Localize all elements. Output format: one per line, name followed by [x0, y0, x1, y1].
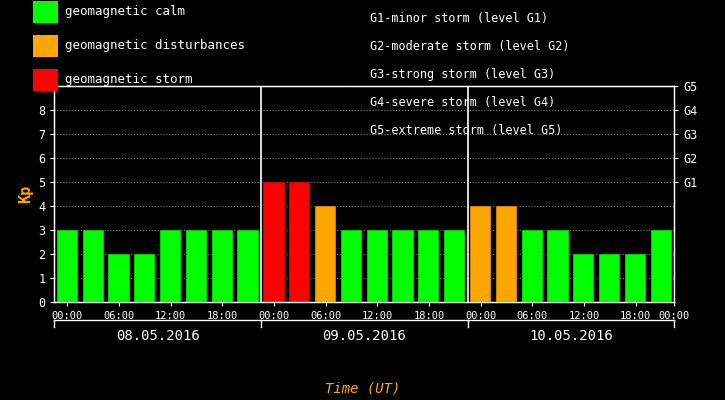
Text: 09.05.2016: 09.05.2016: [323, 329, 406, 343]
Bar: [108, 254, 130, 302]
Text: geomagnetic disturbances: geomagnetic disturbances: [65, 40, 245, 52]
Bar: [625, 254, 646, 302]
Bar: [547, 230, 568, 302]
Text: 08.05.2016: 08.05.2016: [116, 329, 199, 343]
Bar: [263, 182, 284, 302]
Bar: [83, 230, 104, 302]
Bar: [521, 230, 543, 302]
Bar: [160, 230, 181, 302]
Bar: [367, 230, 388, 302]
Bar: [289, 182, 310, 302]
Text: G3-strong storm (level G3): G3-strong storm (level G3): [370, 68, 555, 81]
Bar: [134, 254, 155, 302]
Text: geomagnetic storm: geomagnetic storm: [65, 74, 193, 86]
Text: geomagnetic calm: geomagnetic calm: [65, 6, 186, 18]
Bar: [651, 230, 672, 302]
Bar: [573, 254, 594, 302]
Bar: [599, 254, 621, 302]
Bar: [496, 206, 517, 302]
Y-axis label: Kp: Kp: [17, 185, 33, 203]
Bar: [341, 230, 362, 302]
Bar: [392, 230, 414, 302]
Bar: [470, 206, 491, 302]
Text: 10.05.2016: 10.05.2016: [529, 329, 613, 343]
Bar: [444, 230, 465, 302]
Text: G1-minor storm (level G1): G1-minor storm (level G1): [370, 12, 548, 25]
Bar: [212, 230, 233, 302]
Bar: [238, 230, 259, 302]
Bar: [315, 206, 336, 302]
Bar: [186, 230, 207, 302]
Text: G5-extreme storm (level G5): G5-extreme storm (level G5): [370, 124, 562, 137]
Bar: [57, 230, 78, 302]
Text: G4-severe storm (level G4): G4-severe storm (level G4): [370, 96, 555, 109]
Text: G2-moderate storm (level G2): G2-moderate storm (level G2): [370, 40, 569, 53]
Text: Time (UT): Time (UT): [325, 382, 400, 396]
Bar: [418, 230, 439, 302]
